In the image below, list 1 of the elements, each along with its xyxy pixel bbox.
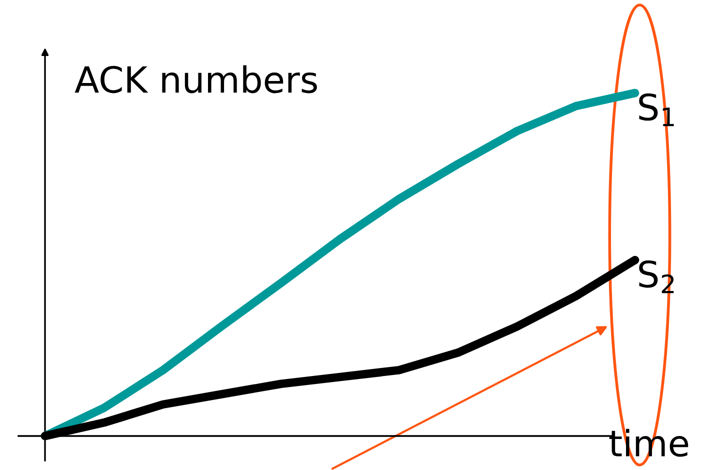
y-axis-title: ACK numbers [74,65,317,94]
